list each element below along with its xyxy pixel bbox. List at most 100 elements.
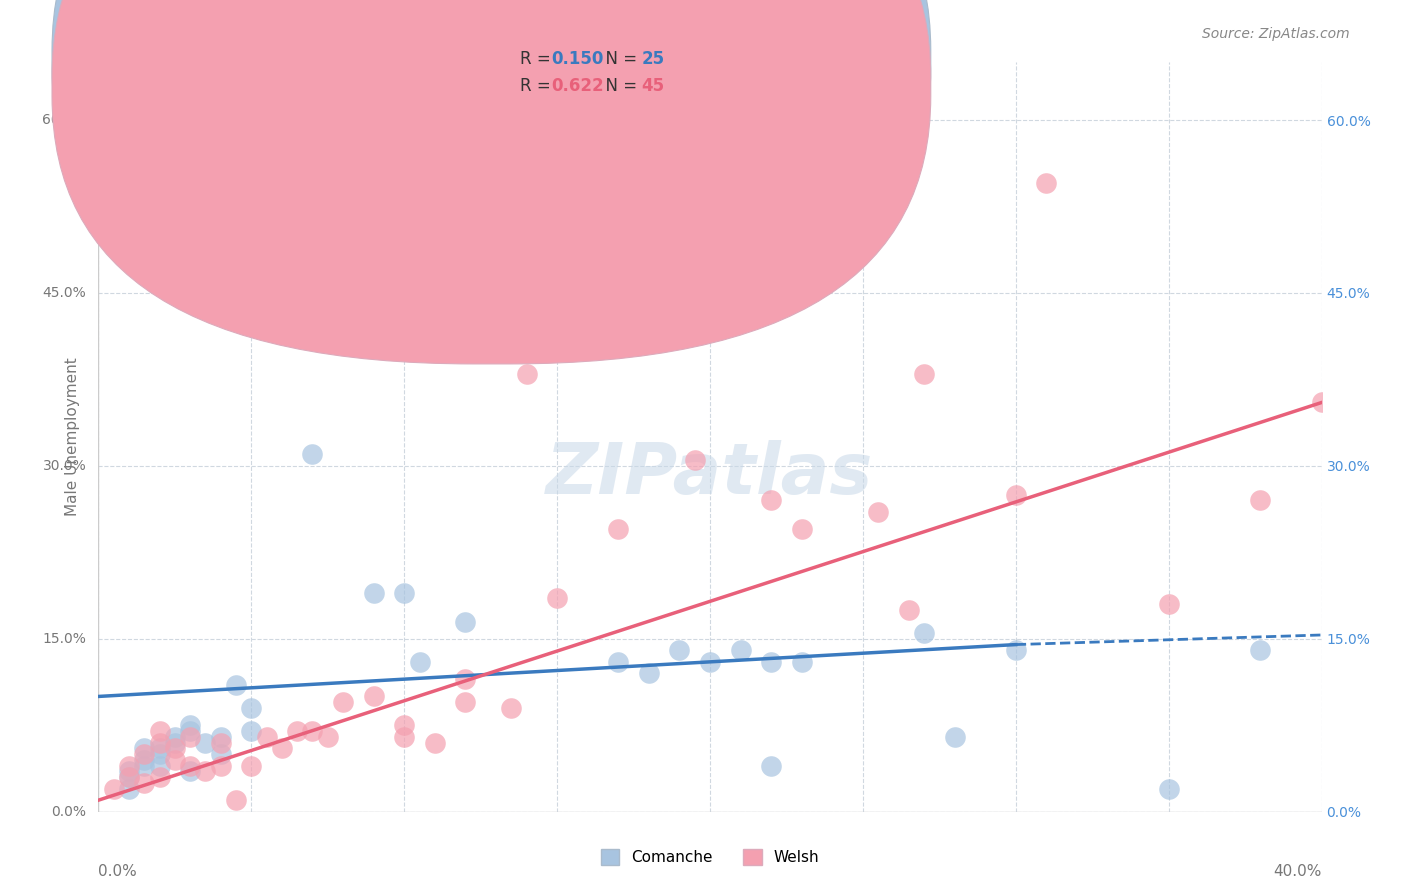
Point	[240, 701, 263, 715]
Text: 0.622: 0.622	[551, 77, 603, 95]
Point	[179, 718, 201, 732]
Point	[1035, 177, 1057, 191]
Point	[149, 724, 172, 739]
Point	[392, 585, 416, 599]
Point	[240, 724, 263, 739]
Point	[149, 758, 172, 772]
Point	[607, 522, 630, 536]
Point	[179, 764, 201, 779]
Point	[454, 672, 477, 686]
Text: 25: 25	[641, 50, 664, 68]
Point	[163, 735, 186, 749]
Text: 15.0%: 15.0%	[42, 632, 86, 646]
Text: N =: N =	[595, 50, 643, 68]
Point	[194, 764, 217, 779]
Text: 45: 45	[641, 77, 664, 95]
Point	[316, 730, 339, 744]
Point	[225, 678, 247, 692]
Point	[759, 758, 782, 772]
Point	[118, 781, 141, 796]
Y-axis label: Male Unemployment: Male Unemployment	[65, 358, 80, 516]
Point	[363, 585, 385, 599]
Point	[118, 758, 141, 772]
Point	[759, 655, 782, 669]
Text: R =: R =	[520, 50, 557, 68]
Point	[301, 724, 323, 739]
Text: 45.0%: 45.0%	[42, 286, 86, 300]
Point	[332, 695, 354, 709]
Point	[134, 741, 156, 756]
Point	[790, 522, 813, 536]
Point	[134, 747, 156, 761]
Point	[209, 735, 232, 749]
Point	[454, 615, 477, 629]
Point	[546, 591, 568, 606]
Point	[1249, 643, 1271, 657]
Point	[134, 753, 156, 767]
Text: ZIPatlas: ZIPatlas	[547, 440, 873, 509]
Point	[194, 735, 217, 749]
Point	[912, 626, 935, 640]
Text: 0.150: 0.150	[551, 50, 603, 68]
Point	[408, 655, 430, 669]
Point	[301, 447, 323, 461]
Point	[285, 724, 308, 739]
Point	[637, 666, 661, 681]
Point	[103, 781, 125, 796]
Text: 40.0%: 40.0%	[1274, 864, 1322, 880]
Point	[163, 753, 186, 767]
Point	[1157, 597, 1180, 611]
Point	[240, 758, 263, 772]
Text: 0.0%: 0.0%	[98, 864, 138, 880]
Point	[209, 747, 232, 761]
Point	[179, 724, 201, 739]
Point	[179, 758, 201, 772]
Point	[683, 453, 706, 467]
Text: R =: R =	[520, 77, 557, 95]
Point	[256, 730, 278, 744]
Text: 30.0%: 30.0%	[42, 458, 86, 473]
Point	[454, 695, 477, 709]
Point	[1004, 488, 1026, 502]
Point	[897, 603, 920, 617]
Point	[392, 730, 416, 744]
Point	[516, 367, 538, 381]
Point	[118, 770, 141, 784]
Text: 60.0%: 60.0%	[42, 113, 86, 127]
Point	[118, 770, 141, 784]
Point	[607, 655, 630, 669]
Point	[149, 747, 172, 761]
Point	[1249, 493, 1271, 508]
Point	[179, 730, 201, 744]
Point	[759, 493, 782, 508]
Point	[1157, 781, 1180, 796]
Point	[1310, 395, 1333, 409]
Text: 0.0%: 0.0%	[51, 805, 86, 819]
Point	[225, 793, 247, 807]
Point	[668, 643, 690, 657]
Point	[363, 690, 385, 704]
Point	[163, 730, 186, 744]
Point	[1004, 643, 1026, 657]
Point	[134, 758, 156, 772]
Point	[501, 701, 523, 715]
Point	[149, 735, 172, 749]
Point	[423, 735, 446, 749]
Legend: Comanche, Welsh: Comanche, Welsh	[595, 843, 825, 871]
Point	[163, 741, 186, 756]
Point	[118, 764, 141, 779]
Point	[134, 776, 156, 790]
Text: Source: ZipAtlas.com: Source: ZipAtlas.com	[1202, 27, 1350, 41]
Point	[868, 505, 890, 519]
Point	[943, 730, 966, 744]
Point	[270, 741, 292, 756]
Point	[790, 655, 813, 669]
Point	[149, 741, 172, 756]
Point	[149, 770, 172, 784]
Point	[821, 268, 844, 283]
Point	[209, 730, 232, 744]
Point	[209, 758, 232, 772]
Point	[392, 718, 416, 732]
Point	[730, 643, 752, 657]
Text: N =: N =	[595, 77, 643, 95]
